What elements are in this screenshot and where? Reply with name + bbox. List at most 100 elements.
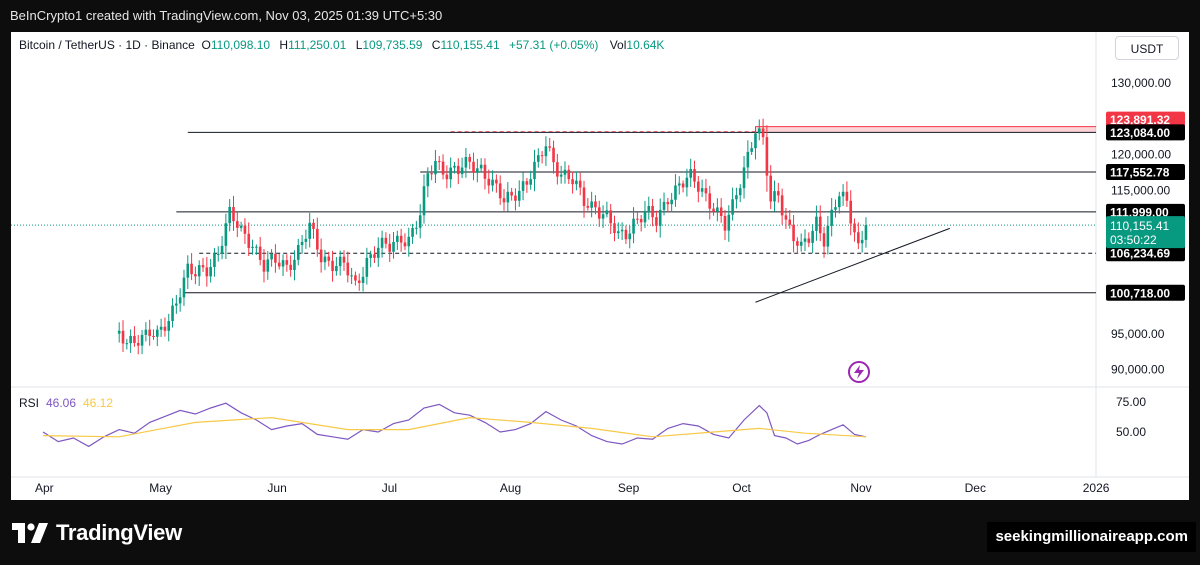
open-value: 110,098.10 [210, 38, 271, 52]
candle-up [803, 238, 807, 242]
candle-up [396, 235, 399, 242]
candle-down [194, 274, 197, 277]
price-tick-label: 130,000.00 [1111, 76, 1171, 90]
candle-down [319, 249, 323, 263]
level-price-label-bg [1106, 203, 1185, 220]
tradingview-logo[interactable]: TradingView [12, 520, 182, 546]
price-chart[interactable]: RSI 46.06 46.12 130,000.00 120,000.00 115,00… [11, 32, 1189, 500]
candle-down [495, 179, 498, 184]
candle-down [719, 207, 723, 216]
candle-up [559, 174, 563, 177]
candle-up [453, 165, 456, 168]
candle-up [251, 246, 254, 248]
candle-up [220, 245, 224, 254]
rsi-legend-value: 46.06 [46, 396, 76, 410]
candle-up [689, 169, 692, 178]
candle-up [338, 256, 342, 267]
candle-down [636, 218, 639, 220]
volume-value: 10.64K [626, 38, 665, 52]
candle-up [335, 266, 338, 272]
candle-up [460, 167, 464, 175]
candle-down [681, 183, 685, 188]
candle-up [365, 257, 369, 277]
candle-up [864, 225, 868, 240]
level-price-label-text: 100,718.00 [1110, 286, 1170, 300]
candle-down [274, 253, 277, 263]
candle-up [224, 223, 228, 246]
candle-up [799, 241, 803, 246]
candle-down [723, 215, 727, 231]
candle-down [788, 219, 792, 225]
candle-up [293, 259, 296, 270]
candle-down [430, 173, 433, 175]
candle-up [159, 326, 163, 330]
candle-up [521, 181, 525, 191]
candle-down [578, 180, 582, 188]
candle-up [239, 225, 243, 228]
candle-down [624, 229, 628, 240]
candle-down [163, 326, 167, 331]
candle-down [258, 246, 262, 260]
candle-down [346, 262, 350, 276]
candle-up [270, 253, 273, 260]
resistance-price-label: 123,891.32 [1106, 111, 1185, 128]
candle-up [742, 167, 746, 189]
candle-up [517, 190, 521, 201]
candle-up [300, 241, 304, 246]
candle-down [613, 223, 616, 234]
candle-down [796, 241, 799, 246]
candle-up [117, 330, 121, 334]
candle-down [357, 280, 361, 283]
open-label: O [201, 38, 211, 52]
candle-down [784, 215, 788, 220]
candle-down [445, 174, 449, 180]
candle-up [479, 164, 483, 169]
level-price-label-bg [1106, 164, 1185, 181]
symbol-title[interactable]: Bitcoin / TetherUS · 1D · Binance [19, 38, 195, 52]
close-label: C [431, 38, 441, 52]
candle-up [677, 183, 681, 186]
lightning-icon[interactable] [848, 361, 870, 383]
candle-up [266, 259, 270, 272]
candle-up [434, 160, 437, 175]
candle-down [818, 216, 822, 234]
candle-down [666, 201, 670, 205]
chart-panel[interactable]: RSI 46.06 46.12 130,000.00 120,000.00 115,00… [11, 32, 1189, 500]
candle-up [491, 179, 494, 186]
candle-up [590, 201, 593, 208]
candle-up [418, 215, 422, 228]
candle-down [136, 342, 140, 346]
close-value: 110,155.41 [440, 38, 500, 52]
resistance-price-label-bg [1106, 111, 1185, 128]
resistance-price-label-text: 123,891.32 [1110, 113, 1170, 127]
candle-down [502, 198, 506, 203]
candle-down [437, 160, 441, 162]
candle-down [456, 165, 460, 175]
candle-down [236, 221, 239, 228]
footer: TradingView seekingmillionaireapp.com [0, 500, 1200, 565]
candle-up [369, 254, 372, 258]
time-tick-label: Apr [35, 481, 54, 495]
candle-down [487, 178, 491, 186]
candle-up [171, 305, 174, 322]
candle-up [529, 179, 532, 185]
level-price-label-text: 111,999.00 [1110, 205, 1169, 219]
candle-down [540, 155, 544, 157]
ohlc-legend: Bitcoin / TetherUS · 1D · Binance O110,0… [19, 38, 670, 52]
candle-down [312, 222, 315, 229]
candle-down [651, 205, 654, 218]
candle-down [289, 264, 292, 270]
candle-down [548, 146, 552, 148]
candle-up [811, 230, 814, 243]
candle-down [761, 128, 765, 138]
candle-down [582, 187, 586, 206]
level-price-label: 111,999.00 [1106, 203, 1185, 220]
currency-button[interactable]: USDT [1115, 36, 1179, 60]
candle-down [777, 191, 780, 196]
candle-down [190, 263, 193, 275]
candle-down [247, 233, 251, 248]
lightning-icon-bolt [854, 365, 864, 379]
candle-up [837, 196, 841, 208]
volume-label: Vol [609, 38, 627, 52]
level-price-label-text: 106,234.69 [1110, 247, 1170, 261]
